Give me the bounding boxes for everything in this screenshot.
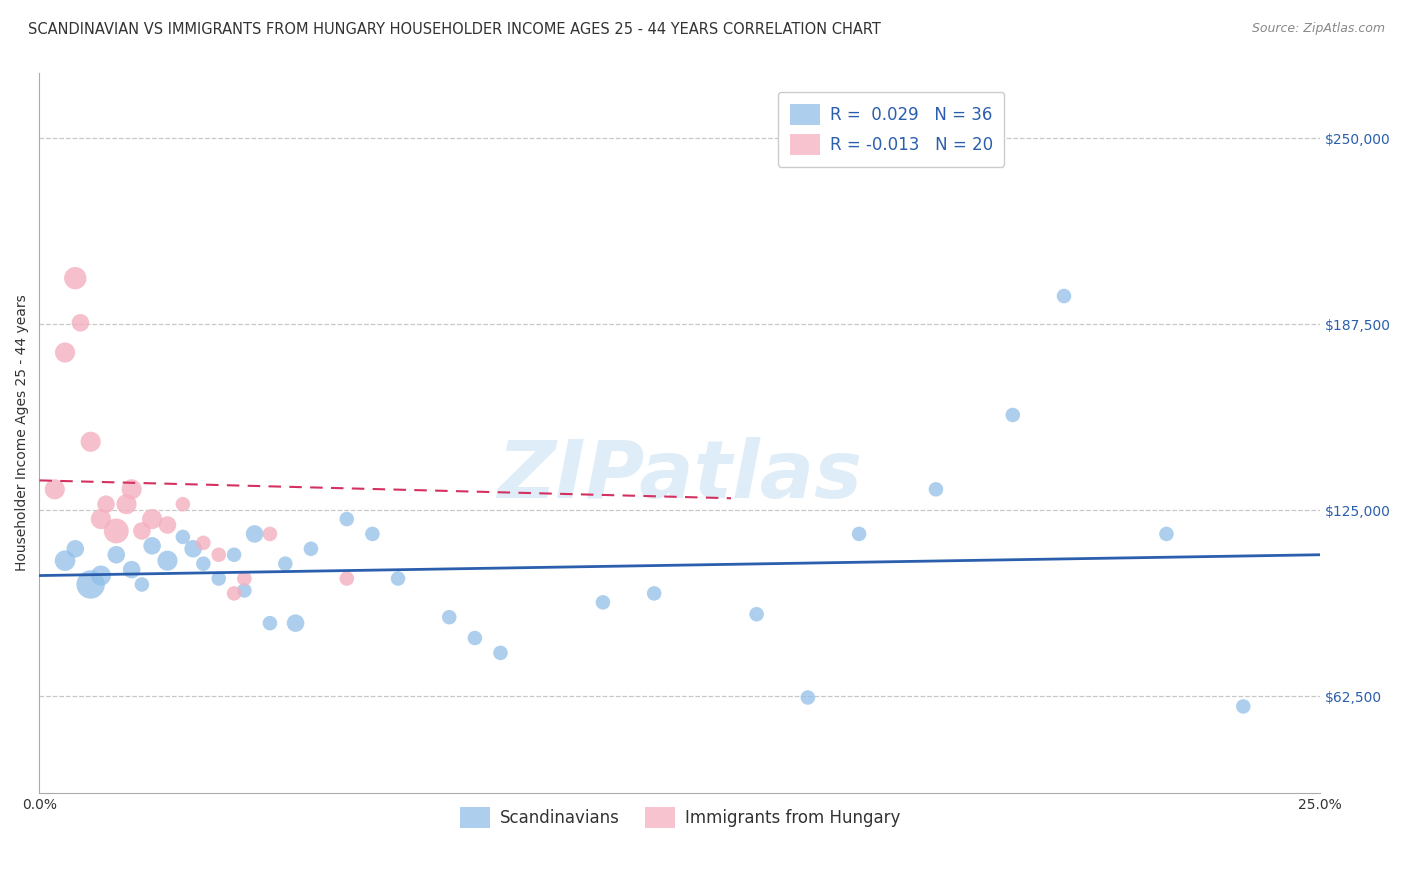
Point xyxy=(156,554,179,568)
Point xyxy=(489,646,512,660)
Point xyxy=(259,527,281,541)
Text: Source: ZipAtlas.com: Source: ZipAtlas.com xyxy=(1251,22,1385,36)
Point xyxy=(643,586,665,600)
Point xyxy=(1232,699,1254,714)
Point xyxy=(193,536,215,550)
Point xyxy=(105,524,128,538)
Point xyxy=(848,527,870,541)
Point xyxy=(141,512,163,526)
Point xyxy=(65,541,87,556)
Point xyxy=(121,563,143,577)
Point xyxy=(44,483,66,497)
Point xyxy=(65,271,87,285)
Point xyxy=(69,316,91,330)
Point xyxy=(53,554,76,568)
Point xyxy=(233,583,256,598)
Text: SCANDINAVIAN VS IMMIGRANTS FROM HUNGARY HOUSEHOLDER INCOME AGES 25 - 44 YEARS CO: SCANDINAVIAN VS IMMIGRANTS FROM HUNGARY … xyxy=(28,22,882,37)
Point xyxy=(299,541,322,556)
Point xyxy=(1001,408,1024,422)
Point xyxy=(1053,289,1076,303)
Point xyxy=(131,577,153,591)
Point xyxy=(387,572,409,586)
Point xyxy=(243,527,266,541)
Point xyxy=(79,577,101,591)
Point xyxy=(181,541,204,556)
Point xyxy=(797,690,820,705)
Point xyxy=(208,548,231,562)
Point xyxy=(336,512,359,526)
Point xyxy=(464,631,486,645)
Point xyxy=(336,572,359,586)
Point xyxy=(439,610,461,624)
Text: ZIPatlas: ZIPatlas xyxy=(498,437,862,515)
Point xyxy=(121,483,143,497)
Point xyxy=(172,530,194,544)
Point xyxy=(745,607,768,622)
Y-axis label: Householder Income Ages 25 - 44 years: Householder Income Ages 25 - 44 years xyxy=(15,294,30,571)
Point xyxy=(222,586,245,600)
Point xyxy=(94,497,117,511)
Point xyxy=(90,568,112,582)
Point xyxy=(53,345,76,359)
Point xyxy=(208,572,231,586)
Point xyxy=(156,518,179,533)
Legend: Scandinavians, Immigrants from Hungary: Scandinavians, Immigrants from Hungary xyxy=(453,800,907,835)
Point xyxy=(79,434,101,449)
Point xyxy=(361,527,384,541)
Point xyxy=(284,616,307,631)
Point xyxy=(233,572,256,586)
Point xyxy=(172,497,194,511)
Point xyxy=(925,483,948,497)
Point xyxy=(141,539,163,553)
Point xyxy=(1156,527,1178,541)
Point xyxy=(90,512,112,526)
Point xyxy=(131,524,153,538)
Point xyxy=(259,616,281,631)
Point xyxy=(105,548,128,562)
Point xyxy=(222,548,245,562)
Point xyxy=(592,595,614,609)
Point xyxy=(274,557,297,571)
Point xyxy=(115,497,138,511)
Point xyxy=(193,557,215,571)
